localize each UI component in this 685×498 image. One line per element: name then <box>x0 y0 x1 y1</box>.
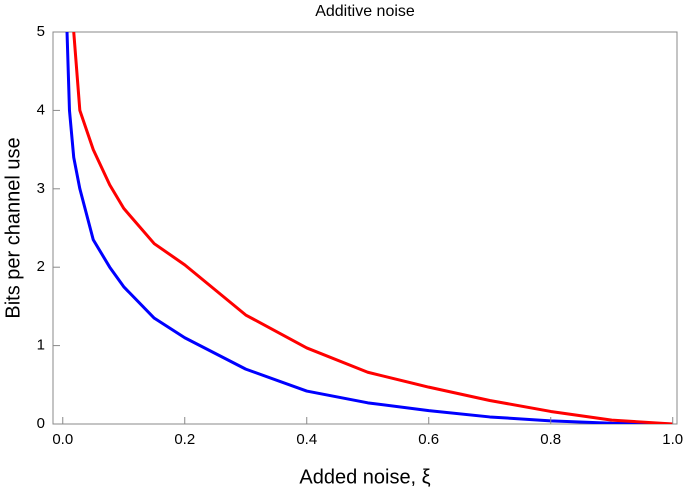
y-tick-label: 2 <box>37 258 45 275</box>
x-tick-label: 0.6 <box>418 431 439 448</box>
plot-area <box>65 32 673 424</box>
data-line <box>72 32 673 424</box>
x-tick-label: 0.0 <box>52 431 73 448</box>
y-tick-label: 3 <box>37 180 45 197</box>
y-tick-label: 4 <box>37 101 45 118</box>
y-tick-label: 0 <box>37 415 45 432</box>
data-line <box>65 32 673 424</box>
x-tick-label: 0.4 <box>296 431 317 448</box>
x-tick-label: 0.2 <box>174 431 195 448</box>
x-tick-label: 0.8 <box>540 431 561 448</box>
x-axis-label: Added noise, ξ <box>299 466 430 488</box>
y-tick-label: 5 <box>37 23 45 40</box>
x-tick-label: 1.0 <box>662 431 683 448</box>
plot-frame <box>52 31 678 425</box>
y-axis-label: Bits per channel use <box>2 137 24 318</box>
chart-title: Additive noise <box>315 3 415 20</box>
y-tick-label: 1 <box>37 337 45 354</box>
